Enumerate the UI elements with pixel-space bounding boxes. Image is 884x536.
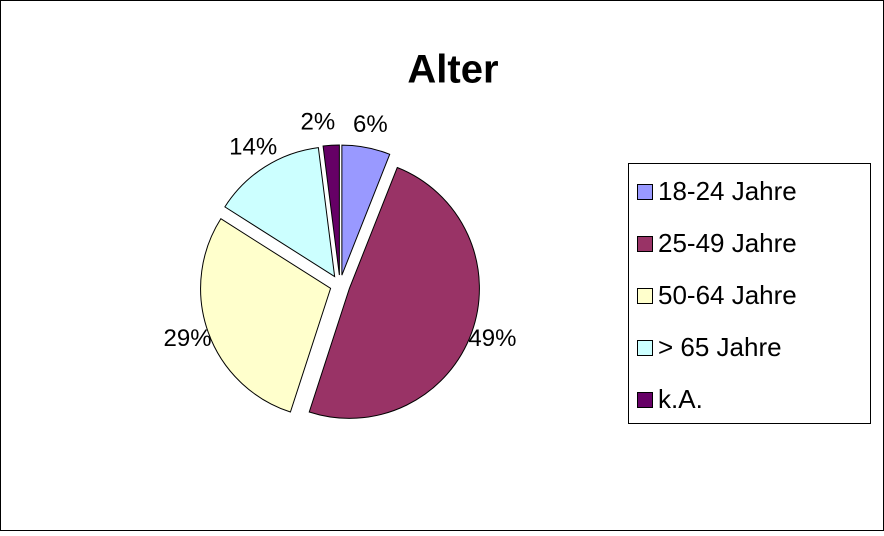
legend-box xyxy=(628,163,871,424)
chart-title: Alter xyxy=(407,48,498,92)
data-label: 29% xyxy=(164,325,212,352)
pie-slice xyxy=(224,147,336,278)
legend-swatch xyxy=(637,288,653,304)
legend-label: 50-64 Jahre xyxy=(658,280,797,310)
pie-slice xyxy=(308,166,480,419)
legend-label: 25-49 Jahre xyxy=(658,228,797,258)
pie-slice xyxy=(200,218,332,413)
pie-slice xyxy=(322,144,340,276)
legend-label: k.A. xyxy=(658,384,703,414)
legend-swatch xyxy=(637,340,653,356)
legend-label: > 65 Jahre xyxy=(658,332,782,362)
legend-swatch xyxy=(637,392,653,408)
data-label: 6% xyxy=(353,111,388,138)
pie-slice xyxy=(341,144,391,276)
data-label: 49% xyxy=(468,325,516,352)
data-label: 14% xyxy=(229,134,277,161)
legend-label: 18-24 Jahre xyxy=(658,176,797,206)
legend-swatch xyxy=(637,184,653,200)
data-label: 2% xyxy=(300,109,335,136)
legend-swatch xyxy=(637,236,653,252)
